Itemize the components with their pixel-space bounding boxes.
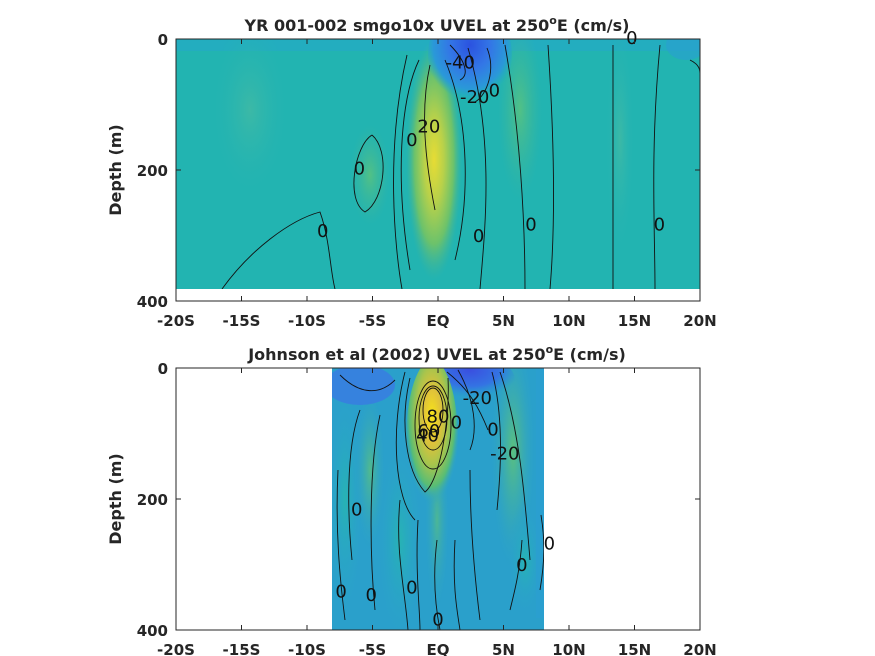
top-contour-label: 0: [473, 226, 484, 247]
bot-xtick-label: -10S: [288, 641, 326, 656]
top-xtick-label: -10S: [288, 312, 326, 330]
bot-contour-label: 60: [417, 421, 440, 442]
top-contour-label: 0: [354, 159, 365, 180]
top-heatmap: [176, 39, 700, 289]
top-panel: YR 001-002 smgo10x UVEL at 250oE (cm/s): [106, 14, 717, 330]
bot-xtick-label: -20S: [157, 641, 195, 656]
bot-contour-label: 0: [516, 555, 527, 576]
top-contour-label: 0: [654, 214, 665, 235]
bot-contour-label: -20: [463, 388, 492, 409]
bot-xtick-label: -5S: [359, 641, 386, 656]
bot-xtick-label: 20N: [683, 641, 716, 656]
top-title: YR 001-002 smgo10x UVEL at 250oE (cm/s): [244, 14, 630, 35]
top-contour-label: 0: [626, 28, 637, 49]
top-xtick-label: 15N: [618, 312, 651, 330]
bottom-panel: Johnson et al (2002) UVEL at 250oE (cm/s…: [106, 343, 717, 656]
top-ytick-label: 0: [158, 31, 168, 49]
bottom-x-ticks: -20S -15S -10S -5S EQ 5N 10N 15N 20N: [157, 368, 717, 656]
bottom-title: Johnson et al (2002) UVEL at 250oE (cm/s…: [247, 343, 626, 364]
top-ytick-label: 400: [137, 293, 168, 311]
top-contour-label: 0: [489, 81, 500, 102]
bot-ytick-label: 200: [137, 491, 168, 509]
bot-contour-label: 80: [427, 406, 450, 427]
top-xtick-label: -15S: [223, 312, 261, 330]
top-x-ticks: -20S -15S -10S -5S EQ 5N 10N 15N 20N: [157, 39, 717, 330]
bot-contour-label: 0: [544, 533, 555, 554]
top-ytick-label: 200: [137, 162, 168, 180]
top-contour-label: 0: [525, 214, 536, 235]
bot-contour-label: 0: [432, 609, 443, 630]
bot-xtick-label: 5N: [492, 641, 515, 656]
bot-contour-label: 40: [416, 425, 439, 446]
top-contour-label: -40: [446, 52, 475, 73]
bot-contour-label: 0: [365, 585, 376, 606]
bot-xtick-label: EQ: [427, 641, 450, 656]
top-contour-label: 20: [417, 117, 440, 138]
top-xtick-label: -5S: [359, 312, 386, 330]
bottom-contour-lines: [336, 369, 544, 630]
bot-contour-label: 0: [406, 577, 417, 598]
bot-xtick-label: 10N: [552, 641, 585, 656]
bot-xtick-label: -15S: [223, 641, 261, 656]
top-xtick-label: 10N: [552, 312, 585, 330]
bot-contour-label: -20: [490, 444, 519, 465]
top-ylabel: Depth (m): [106, 124, 125, 216]
top-xtick-label: -20S: [157, 312, 195, 330]
top-xtick-label: 5N: [492, 312, 515, 330]
top-contour-label: -20: [460, 87, 489, 108]
bot-xtick-label: 15N: [618, 641, 651, 656]
bot-contour-label: 0: [351, 499, 362, 520]
top-contour-label: 0: [406, 130, 417, 151]
top-contour-label: 0: [317, 221, 328, 242]
bot-ytick-label: 0: [158, 360, 168, 378]
top-contour-lines: [221, 44, 700, 289]
top-xtick-label: 20N: [683, 312, 716, 330]
bot-contour-label: 0: [335, 581, 346, 602]
bottom-heatmap: [332, 368, 544, 630]
bottom-ylabel: Depth (m): [106, 453, 125, 545]
bot-contour-label: 0: [451, 412, 462, 433]
bot-contour-label: 0: [487, 419, 498, 440]
top-xtick-label: EQ: [427, 312, 450, 330]
bot-ytick-label: 400: [137, 622, 168, 640]
